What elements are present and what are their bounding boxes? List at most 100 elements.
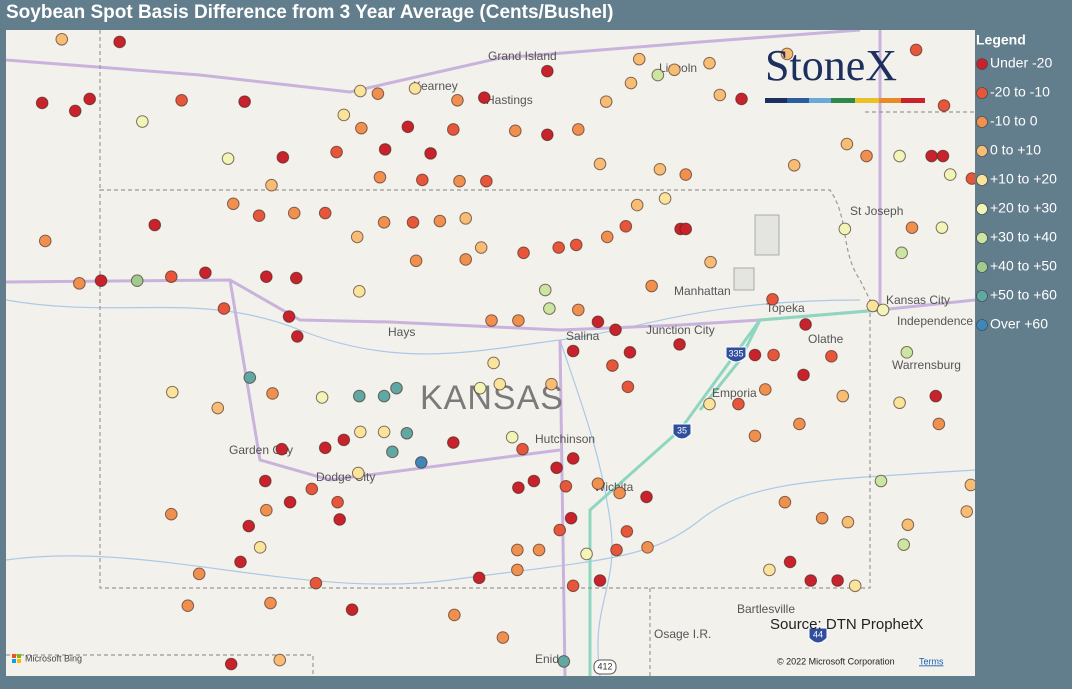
data-point	[641, 541, 654, 554]
data-point	[893, 396, 906, 410]
state-border	[99, 189, 871, 589]
data-point	[406, 216, 420, 229]
data-point	[758, 383, 772, 396]
data-point	[55, 32, 69, 46]
source-note: Source: DTN ProphetX	[770, 616, 923, 633]
data-point	[480, 174, 493, 188]
data-point	[234, 555, 247, 569]
data-point	[566, 452, 580, 465]
data-point	[416, 173, 429, 187]
data-point	[748, 348, 762, 362]
data-point	[136, 115, 149, 128]
data-point	[353, 285, 366, 298]
legend-swatch	[976, 87, 988, 99]
data-point	[350, 230, 364, 244]
place-label: Dodge City	[316, 470, 375, 484]
data-point	[409, 254, 423, 268]
data-point	[487, 356, 500, 370]
data-point	[478, 91, 491, 104]
data-point	[275, 442, 289, 456]
reservation	[754, 214, 780, 256]
data-point	[94, 274, 108, 288]
data-point	[289, 271, 303, 285]
data-point	[613, 486, 626, 500]
data-point	[620, 525, 634, 538]
data-point	[621, 380, 635, 394]
data-point	[559, 480, 573, 493]
data-point	[935, 221, 949, 234]
data-point	[130, 274, 144, 288]
place-label: Osage I.R.	[654, 627, 711, 641]
place-label: Warrensburg	[892, 358, 961, 372]
data-point	[748, 429, 762, 443]
data-point	[804, 574, 818, 587]
data-point	[591, 315, 605, 329]
bing-logo	[17, 659, 21, 663]
data-point	[897, 538, 911, 551]
map: KANSAS Grand Island Kearney Hastings Lin…	[6, 30, 975, 676]
data-point	[164, 270, 178, 284]
data-point	[199, 266, 212, 280]
data-point	[557, 655, 571, 668]
data-point	[337, 433, 351, 447]
data-point	[315, 391, 329, 404]
place-label: Hastings	[486, 93, 533, 107]
data-point	[679, 168, 693, 181]
data-point	[424, 147, 437, 160]
data-point	[787, 159, 801, 172]
logo-stripe	[765, 98, 787, 103]
legend-swatch	[976, 174, 988, 186]
data-point	[793, 417, 806, 431]
data-point	[333, 513, 346, 526]
data-point	[593, 157, 607, 171]
data-point	[433, 214, 447, 228]
data-point	[496, 631, 510, 644]
data-point	[175, 94, 188, 107]
data-point	[282, 310, 296, 323]
data-point	[732, 397, 745, 411]
data-point	[766, 292, 779, 306]
data-point	[83, 92, 96, 106]
data-point	[400, 426, 414, 440]
data-point	[371, 87, 385, 100]
data-point	[703, 397, 716, 411]
data-point	[283, 495, 297, 509]
data-point	[925, 149, 938, 163]
data-point	[735, 92, 748, 106]
data-point	[909, 43, 923, 57]
data-point	[564, 511, 578, 525]
data-point	[778, 495, 792, 509]
data-point	[658, 192, 672, 205]
data-point	[895, 246, 908, 260]
data-point	[508, 124, 522, 138]
legend-swatch	[976, 290, 988, 302]
data-point	[840, 137, 854, 151]
data-point	[192, 567, 206, 581]
legend-label: 0 to +10	[990, 142, 1041, 158]
legend-swatch	[976, 261, 988, 273]
data-point	[593, 574, 607, 587]
terms-link[interactable]: Terms	[919, 656, 944, 666]
data-point	[860, 149, 873, 163]
place-label: Enid	[535, 652, 559, 666]
data-point	[965, 172, 975, 185]
data-point	[38, 234, 52, 248]
data-point	[408, 82, 422, 95]
data-point	[485, 314, 498, 327]
data-point	[541, 128, 554, 142]
place-label: Olathe	[808, 332, 844, 346]
data-point	[512, 481, 525, 494]
data-point	[901, 518, 915, 532]
data-point	[291, 330, 304, 343]
shield	[808, 627, 828, 644]
data-point	[876, 303, 890, 317]
legend-swatch	[976, 116, 988, 128]
data-point	[305, 482, 319, 496]
data-point	[653, 162, 667, 176]
data-point	[572, 123, 585, 136]
data-point	[318, 441, 332, 455]
place-label: Kearney	[413, 79, 458, 93]
data-point	[511, 543, 524, 557]
data-point	[242, 519, 256, 533]
data-point	[936, 149, 950, 163]
